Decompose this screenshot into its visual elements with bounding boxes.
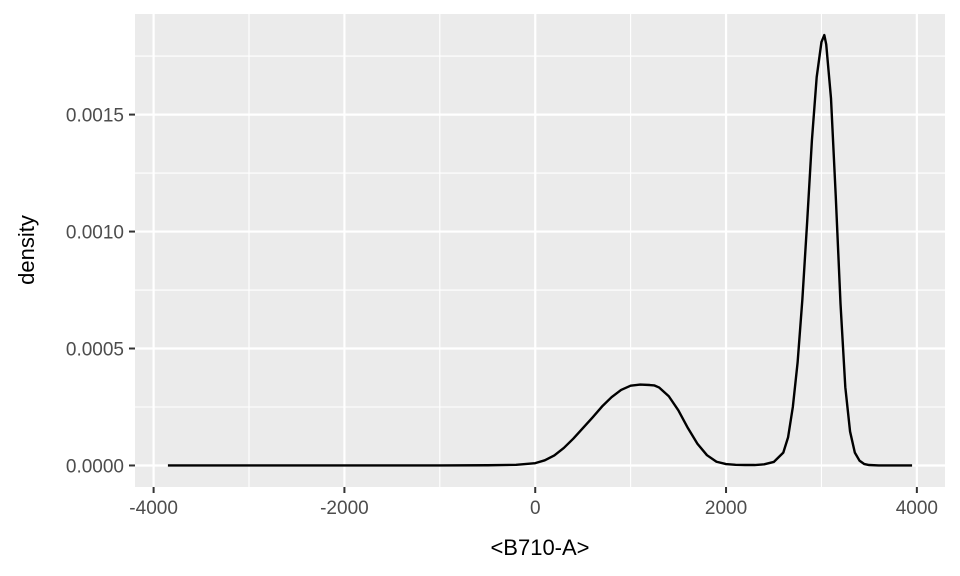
x-tick-label: 4000 — [896, 498, 938, 519]
y-tick-label: 0.0010 — [66, 223, 124, 244]
minor-gridlines — [135, 14, 945, 487]
x-axis-title: <B710-A> — [490, 535, 589, 560]
y-axis: 0.0000 0.0005 0.0010 0.0015 — [66, 106, 135, 477]
x-tick-label: -4000 — [129, 498, 178, 519]
y-axis-title: density — [14, 215, 39, 285]
x-axis: -4000 -2000 0 2000 4000 — [129, 487, 938, 519]
x-tick-label: 0 — [530, 498, 541, 519]
panel-background — [135, 14, 945, 487]
density-curve — [167, 33, 913, 467]
x-tick-label: -2000 — [320, 498, 369, 519]
x-tick-label: 2000 — [705, 498, 747, 519]
y-tick-label: 0.0005 — [66, 340, 124, 361]
y-tick-label: 0.0000 — [66, 456, 124, 477]
y-tick-label: 0.0015 — [66, 106, 124, 127]
